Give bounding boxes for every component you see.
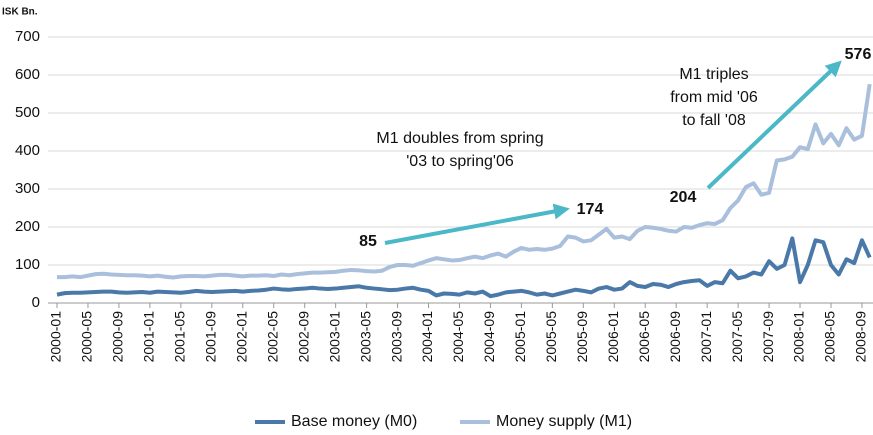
x-tick-label: 2003-05 (357, 311, 373, 363)
x-tick-label: 2000-05 (79, 311, 95, 363)
x-tick-label: 2000-09 (110, 311, 126, 363)
x-tick-label: 2004-05 (450, 311, 466, 363)
x-tick-label: 2005-05 (543, 311, 559, 363)
x-tick-label: 2007-05 (729, 311, 745, 363)
y-tick-label: 600 (15, 66, 40, 83)
annotation: 204 (670, 189, 697, 206)
y-tick-label: 500 (15, 104, 40, 121)
x-tick-label: 2001-05 (172, 311, 188, 363)
annotation: from mid '06 (670, 89, 758, 106)
y-axis-label: ISK Bn. (2, 7, 38, 18)
annotation: M1 triples (679, 66, 748, 83)
annotation: to fall '08 (682, 112, 746, 129)
annotation: 85 (359, 233, 377, 250)
annotation-arrow (706, 60, 842, 190)
annotation-arrow (384, 203, 570, 245)
series-line (57, 83, 872, 280)
legend-label: Base money (M0) (291, 413, 417, 430)
y-tick-label: 400 (15, 142, 40, 159)
x-tick-label: 2002-05 (264, 311, 280, 363)
y-tick-label: 200 (15, 218, 40, 235)
x-tick-label: 2006-09 (667, 311, 683, 363)
series-line (56, 236, 872, 299)
annotation: 174 (577, 201, 604, 218)
x-tick-label: 2002-09 (295, 311, 311, 363)
annotation: 576 (845, 46, 872, 63)
y-tick-label: 0 (32, 294, 40, 311)
annotation: M1 doubles from spring (376, 130, 543, 147)
x-tick-label: 2001-01 (141, 311, 157, 363)
x-tick-label: 2005-09 (574, 311, 590, 363)
x-tick-label: 2008-01 (791, 311, 807, 363)
x-tick-label: 2003-09 (388, 311, 404, 363)
legend-label: Money supply (M1) (496, 413, 632, 430)
x-tick-label: 2007-01 (698, 311, 714, 363)
x-tick-label: 2008-09 (853, 311, 869, 363)
x-tick-label: 2003-01 (326, 311, 342, 363)
y-tick-label: 100 (15, 256, 40, 273)
x-tick-label: 2005-01 (512, 311, 528, 363)
y-tick-label: 300 (15, 180, 40, 197)
x-tick-label: 2006-01 (605, 311, 621, 363)
x-tick-label: 2000-01 (48, 311, 64, 363)
x-tick-label: 2002-01 (233, 311, 249, 363)
x-tick-label: 2001-09 (203, 311, 219, 363)
x-tick-label: 2006-05 (636, 311, 652, 363)
x-tick-label: 2008-05 (822, 311, 838, 363)
y-tick-label: 700 (15, 28, 40, 45)
x-tick-label: 2007-09 (760, 311, 776, 363)
x-tick-label: 2004-01 (419, 311, 435, 363)
x-tick-label: 2004-09 (481, 311, 497, 363)
annotation: '03 to spring'06 (406, 153, 514, 170)
